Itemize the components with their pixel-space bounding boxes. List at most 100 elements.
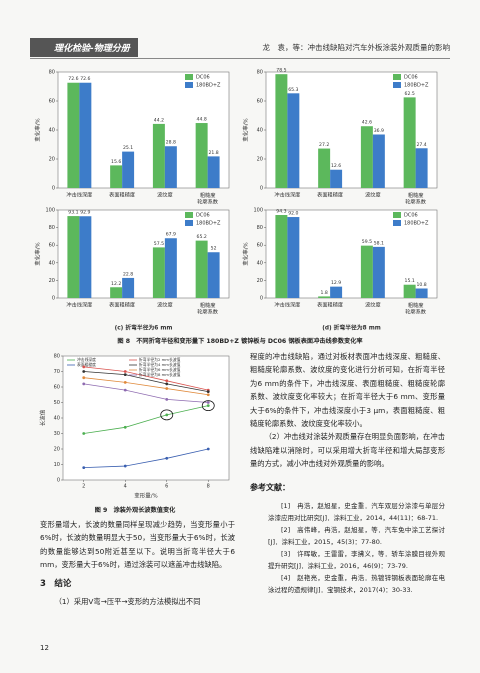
series-line xyxy=(83,383,209,403)
bar xyxy=(67,216,80,298)
point xyxy=(123,370,127,373)
point xyxy=(82,370,86,373)
chart: 0 20 40 60 80 100 变化率/% 冲击线深度 94.3 92.0 表面粗糙度 1.8 12… xyxy=(242,208,438,332)
figure-caption: 图 8 不同折弯半径和变形量下 180BD+Z 镀锌板与 DC06 钢板表面冲击… xyxy=(117,338,363,345)
x-tick-label: 冲击线深度 xyxy=(274,191,300,199)
bar xyxy=(122,277,135,298)
legend-label: DC06 xyxy=(196,213,210,219)
x-tick-label: 表面粗糙度 xyxy=(109,191,135,199)
legend-label: 180BD+Z xyxy=(404,221,429,227)
y-tick-label: 60 xyxy=(49,99,55,105)
label-line: 粗糙度 xyxy=(200,301,216,309)
y-tick-label: 0 xyxy=(52,296,55,302)
y-tick-label: 40 xyxy=(49,128,55,134)
point xyxy=(165,387,169,390)
legend-swatch xyxy=(393,212,401,218)
point xyxy=(206,401,210,404)
bar xyxy=(152,247,165,298)
legend-label: 折弯半径为4 mm长波值 xyxy=(139,362,181,367)
y-axis-label: 变化率/% xyxy=(242,118,250,142)
x-tick-label: 冲击线深度 xyxy=(66,191,92,199)
y-tick-label: 20 xyxy=(257,278,263,284)
point xyxy=(82,376,86,380)
bar xyxy=(330,286,343,298)
references-title: 参考文献： xyxy=(250,482,290,492)
value-label: 78.5 xyxy=(276,68,286,74)
chart-title: (c) 折弯半径为6 mm xyxy=(115,324,173,332)
y-tick-label: 60 xyxy=(257,243,263,249)
y-tick-label: 30 xyxy=(54,431,60,437)
bar xyxy=(287,217,300,298)
value-label: 10.8 xyxy=(416,282,426,288)
value-label: 67.9 xyxy=(166,232,176,238)
x-axis-label: 变形量/% xyxy=(134,492,158,500)
legend-swatch xyxy=(185,74,193,80)
bar xyxy=(318,296,331,298)
value-label: 62.5 xyxy=(405,91,415,97)
point xyxy=(206,390,210,394)
value-label: 12.6 xyxy=(331,163,341,169)
section-heading: 3 结论 xyxy=(40,578,72,589)
annotation-circle xyxy=(160,409,174,421)
y-tick-label: 80 xyxy=(49,225,55,231)
point xyxy=(206,447,210,451)
point xyxy=(206,404,210,407)
x-tick-label: 粗糙度轮廓系数 xyxy=(197,191,219,206)
series-line xyxy=(83,371,209,393)
y-tick-label: 0 xyxy=(52,186,55,192)
x-tick-label: 表面粗糙度 xyxy=(317,191,343,199)
value-label: 72.6 xyxy=(68,76,78,82)
point xyxy=(165,398,169,401)
x-tick-label: 表面粗糙度 xyxy=(109,301,135,309)
value-label: 58.1 xyxy=(374,240,384,246)
value-label: 28.8 xyxy=(166,140,176,146)
y-axis-label: 变化率/% xyxy=(34,118,42,142)
header: 理化检验-物理分册 龙 袁，等：冲击线缺陷对汽车外板涂装外观质量的影响 xyxy=(30,36,450,59)
y-tick-label: 0 xyxy=(260,296,263,302)
y-tick-label: 80 xyxy=(54,354,60,360)
point xyxy=(165,456,169,460)
label-line: 粗糙度 xyxy=(408,191,424,199)
left-column: 变形量增大，长波的数量同样呈现减少趋势，当变形量小于6%时，长波的数量明显大于5… xyxy=(40,518,235,608)
paragraph: 程度的冲击线缺陷，通过对板材表面冲击线深度、粗糙度、粗糙度轮廓系数、波纹度的变化… xyxy=(250,352,445,429)
bar xyxy=(360,245,373,298)
legend-swatch xyxy=(185,82,193,88)
paragraph: （1）采用V弯→压平→变形的方法模拟出不同 xyxy=(54,597,201,607)
x-tick-label: 冲击线深度 xyxy=(66,301,92,309)
chart-title: (d) 折弯半径为8 mm xyxy=(322,324,381,332)
value-label: 65.3 xyxy=(288,87,298,93)
bar xyxy=(207,156,220,188)
y-tick-label: 60 xyxy=(257,99,263,105)
bar xyxy=(110,165,123,188)
value-label: 25.1 xyxy=(123,145,133,151)
right-column: 程度的冲击线缺陷，通过对板材表面冲击线深度、粗糙度、粗糙度轮廓系数、波纹度的变化… xyxy=(250,350,445,596)
bar xyxy=(403,97,416,188)
value-label: 1.8 xyxy=(320,290,327,296)
y-axis-label: 变化率/% xyxy=(242,242,250,266)
y-tick-label: 100 xyxy=(253,208,263,214)
point xyxy=(165,382,169,386)
point xyxy=(82,432,86,435)
x-tick-label: 8 xyxy=(207,484,210,490)
value-label: 21.8 xyxy=(208,150,218,156)
label-line: 粗糙度 xyxy=(200,191,216,199)
legend-label: DC06 xyxy=(404,213,418,219)
bar xyxy=(372,246,385,298)
point xyxy=(206,393,210,397)
point xyxy=(123,388,127,392)
point xyxy=(82,466,86,469)
x-tick-label: 2 xyxy=(82,484,85,490)
bar xyxy=(287,93,300,188)
value-label: 15.1 xyxy=(405,278,415,284)
y-tick-label: 60 xyxy=(54,385,60,391)
value-label: 27.4 xyxy=(416,142,426,148)
point xyxy=(82,365,86,369)
y-tick-label: 20 xyxy=(49,278,55,284)
legend-label: 折弯半径为8 mm长波值 xyxy=(139,372,181,377)
y-tick-label: 80 xyxy=(257,225,263,231)
value-label: 42.6 xyxy=(362,120,372,126)
chart: 0 20 40 60 80 100 变化率/% 冲击线深度 93.1 92.9 表面粗糙度 12.22… xyxy=(34,208,230,332)
bar xyxy=(152,123,165,188)
bar xyxy=(403,284,416,298)
